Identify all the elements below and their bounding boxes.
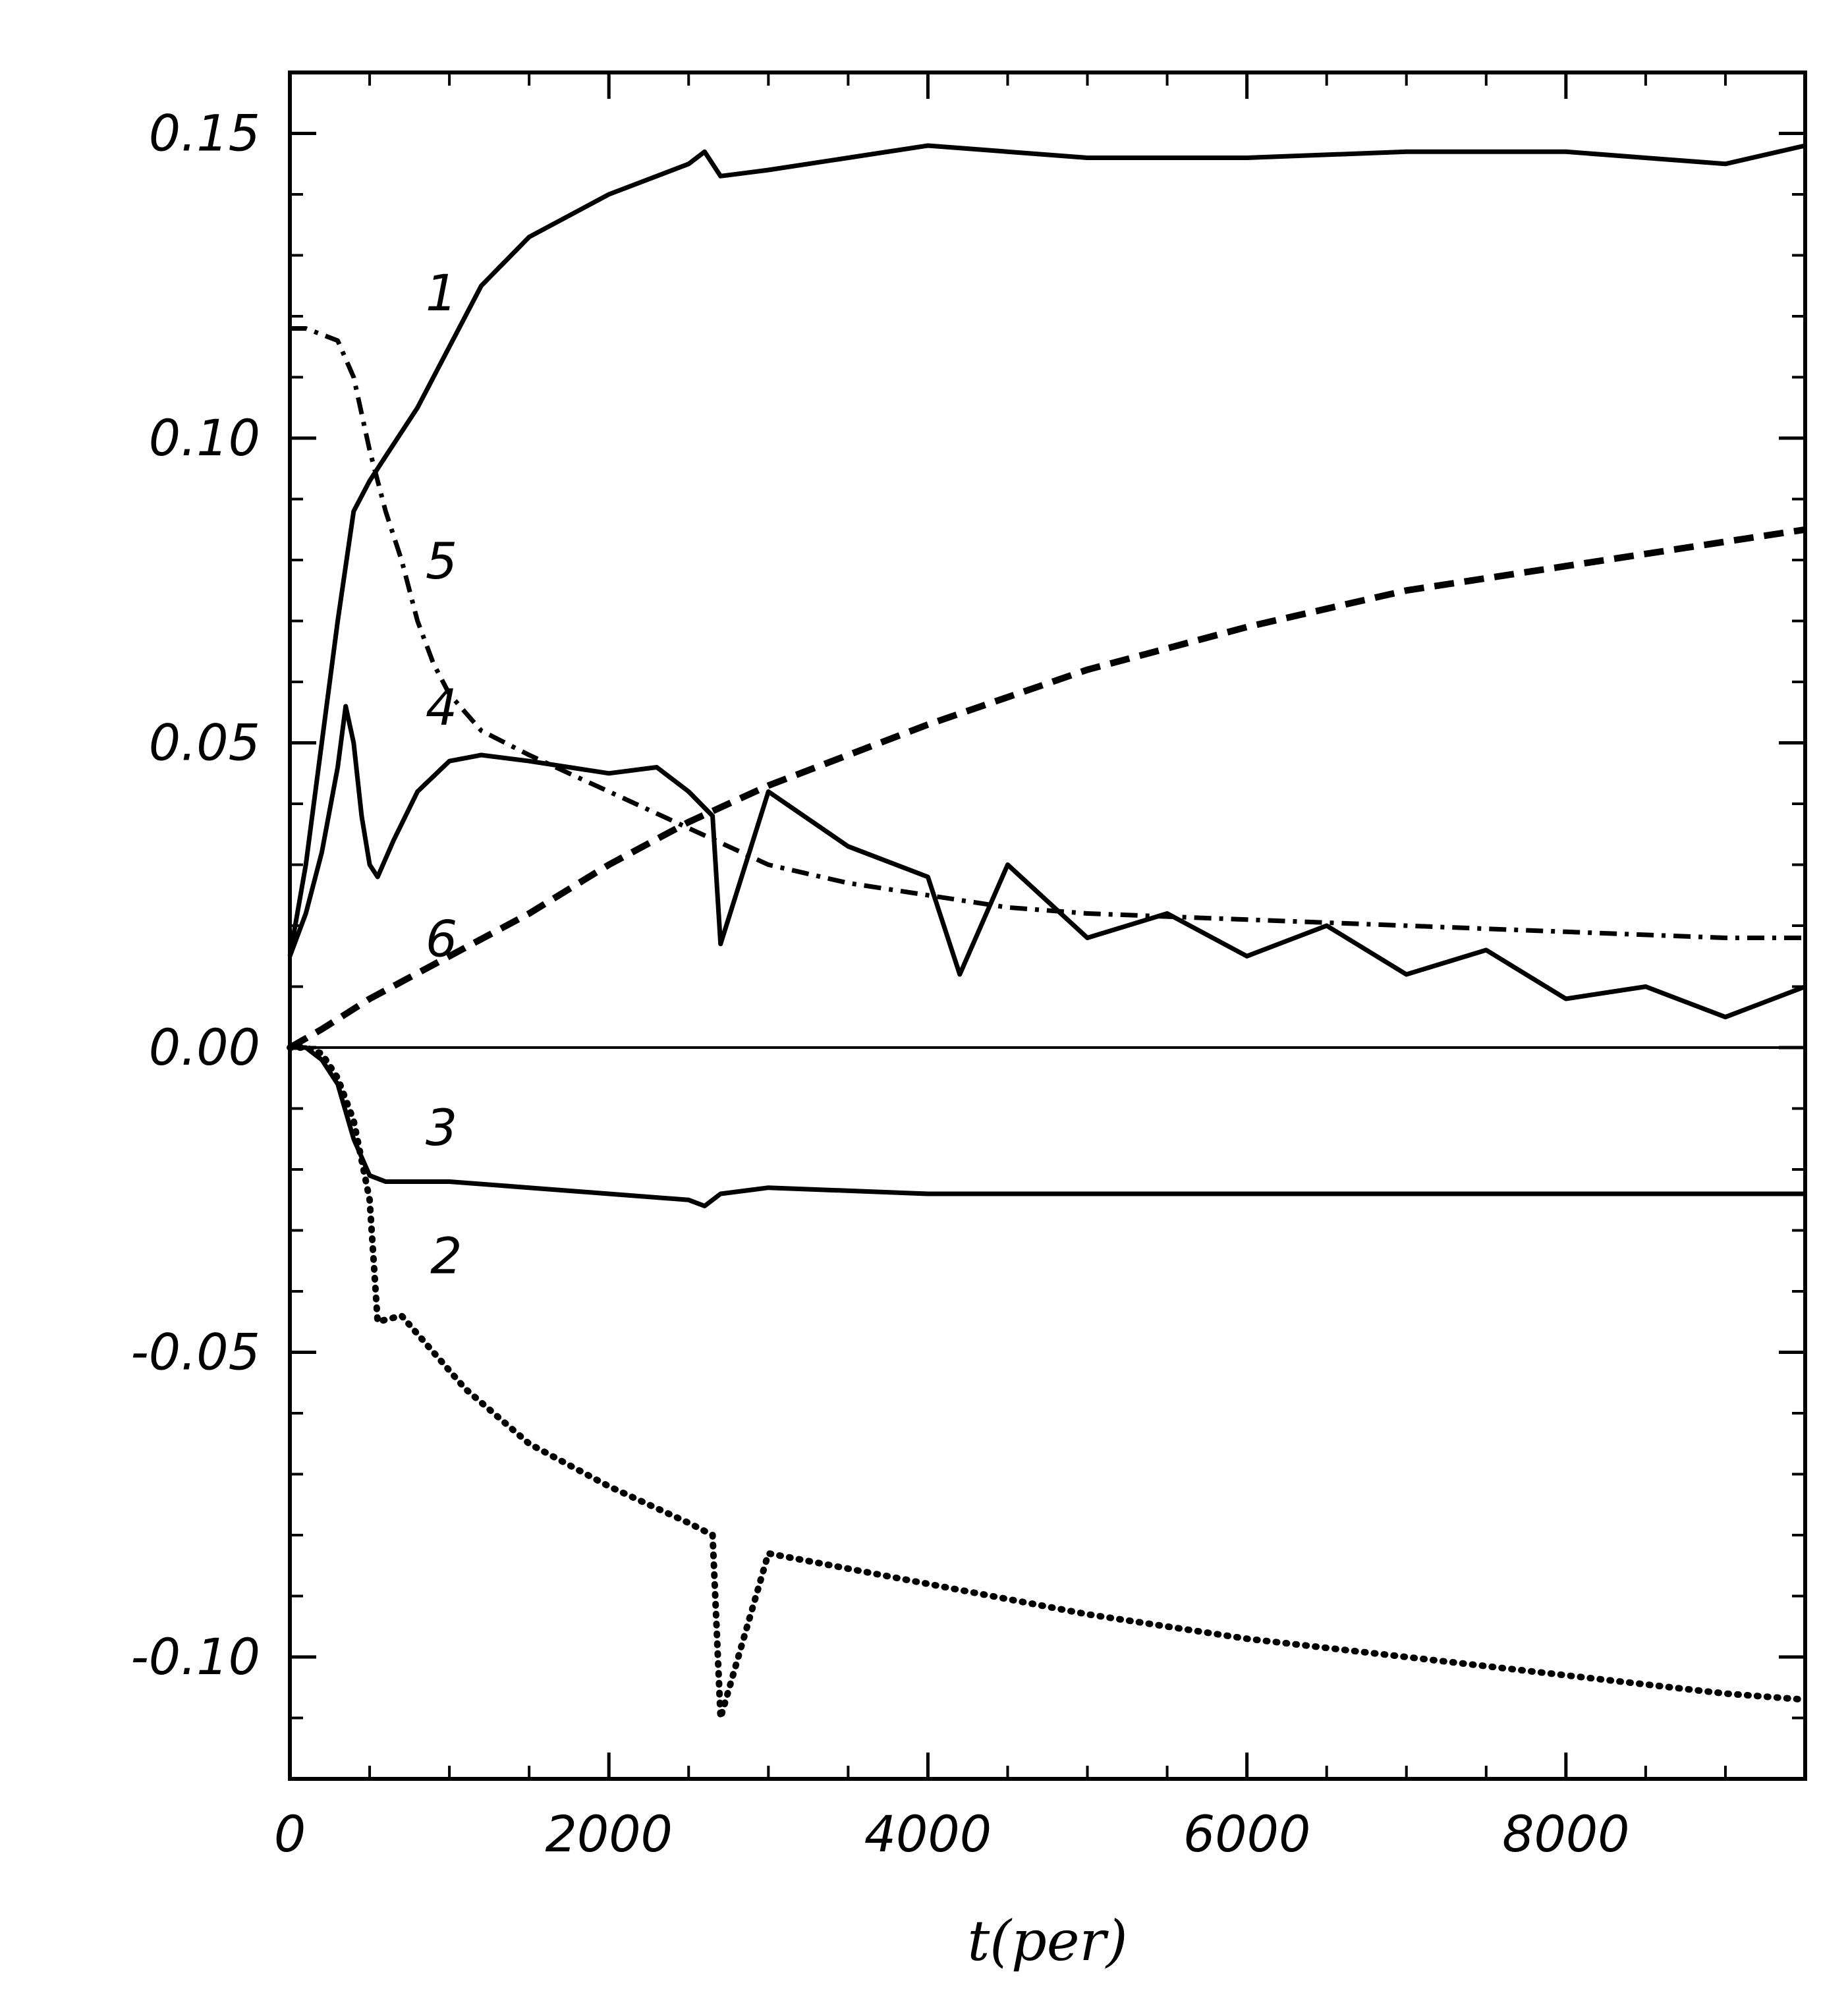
curve-labels: 1 2 3 4 5 6 (426, 264, 462, 1285)
curve-label-3: 3 (426, 1098, 457, 1157)
curve-label-4: 4 (426, 678, 457, 737)
curve-label-1: 1 (426, 264, 457, 322)
x-axis-title: t(per) (968, 1909, 1128, 1973)
series-5-line (290, 326, 1805, 940)
x-tick-label: 0 (274, 1805, 306, 1863)
curve-label-6: 6 (426, 909, 457, 968)
series-4-line (287, 704, 1806, 1020)
series-layer (287, 143, 1808, 1722)
y-tick-label: 0.05 (149, 714, 260, 772)
y-tick-label: -0.10 (130, 1627, 260, 1686)
series-2-line (287, 1044, 1808, 1722)
series-3-line (290, 1045, 1805, 1208)
x-tick-label: 4000 (864, 1805, 992, 1863)
axis-ticks (288, 71, 1806, 1780)
y-tick-label: 0.00 (149, 1018, 260, 1077)
curve-label-2: 2 (430, 1226, 462, 1285)
x-tick-label: 8000 (1502, 1805, 1629, 1863)
curve-label-5: 5 (426, 532, 457, 590)
y-tick-labels: -0.10 -0.05 0.00 0.05 0.10 0.15 (130, 104, 260, 1687)
x-tick-label: 6000 (1183, 1805, 1310, 1863)
y-tick-label: 0.15 (149, 104, 260, 163)
y-tick-label: -0.05 (130, 1323, 260, 1382)
series-1-line (287, 143, 1806, 957)
series-6-line (288, 526, 1806, 1051)
x-tick-label: 2000 (545, 1805, 672, 1863)
x-tick-labels: 0 2000 4000 6000 8000 (274, 1805, 1630, 1863)
y-tick-label: 0.10 (149, 408, 260, 467)
